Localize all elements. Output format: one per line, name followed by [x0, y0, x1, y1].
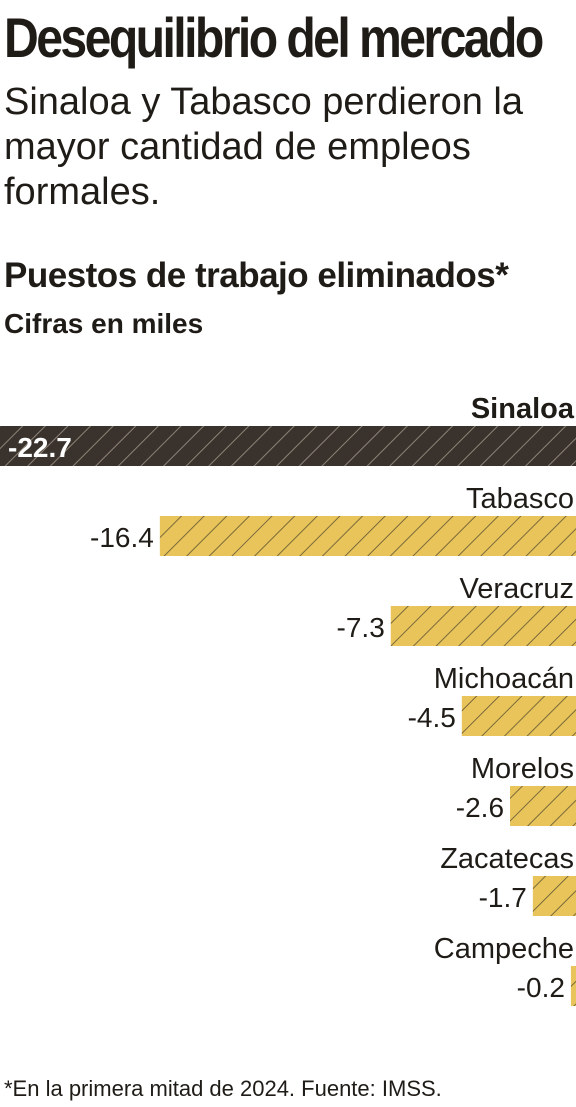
bar-chart: Sinaloa -22.7 Tabasco -16.4 Veracruz -7.3 Mich… — [0, 393, 576, 1006]
value-label: -0.2 — [517, 972, 565, 1003]
footnote: *En la primera mitad de 2024. Fuente: IM… — [4, 1076, 442, 1101]
bar — [570, 966, 576, 1006]
value-label: -2.6 — [456, 792, 504, 823]
category-label: Michoacán — [434, 663, 574, 695]
category-label: Morelos — [471, 753, 574, 785]
page-subtitle: Sinaloa y Tabasco perdieron la mayor can… — [4, 81, 523, 213]
category-label: Campeche — [434, 933, 574, 965]
value-label: -22.7 — [8, 432, 72, 463]
bar — [510, 786, 576, 826]
chart-unit-label: Cifras en miles — [4, 308, 204, 339]
value-label: -4.5 — [408, 702, 456, 733]
category-label: Sinaloa — [471, 393, 575, 425]
value-label: -16.4 — [90, 522, 154, 553]
category-label: Zacatecas — [440, 843, 574, 875]
page-title: Desequilibrio del mercado — [4, 6, 544, 69]
bar — [159, 516, 576, 556]
value-label: -7.3 — [337, 612, 385, 643]
bar — [461, 696, 576, 736]
bar — [532, 876, 576, 916]
bars-group: Sinaloa -22.7 Tabasco -16.4 Veracruz -7.3 Mich… — [0, 393, 576, 1006]
chart-title: Puestos de trabajo eliminados* — [4, 256, 509, 295]
value-label: -1.7 — [479, 882, 527, 913]
bar — [0, 426, 576, 466]
category-label: Tabasco — [466, 483, 574, 515]
bar — [390, 606, 576, 646]
category-label: Veracruz — [460, 573, 574, 605]
